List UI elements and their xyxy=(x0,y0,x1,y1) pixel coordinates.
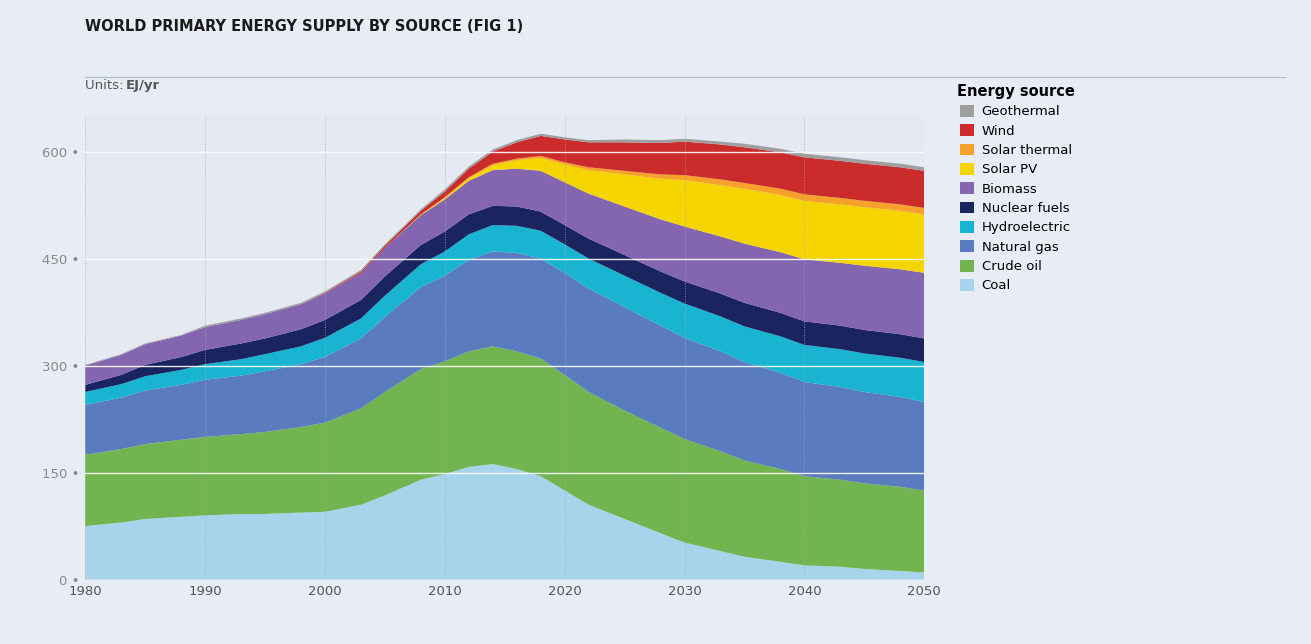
Legend: Geothermal, Wind, Solar thermal, Solar PV, Biomass, Nuclear fuels, Hydroelectric: Geothermal, Wind, Solar thermal, Solar P… xyxy=(957,84,1075,292)
Text: WORLD PRIMARY ENERGY SUPPLY BY SOURCE (FIG 1): WORLD PRIMARY ENERGY SUPPLY BY SOURCE (F… xyxy=(85,19,523,34)
Text: Units:: Units: xyxy=(85,79,128,92)
Text: EJ/yr: EJ/yr xyxy=(126,79,160,92)
